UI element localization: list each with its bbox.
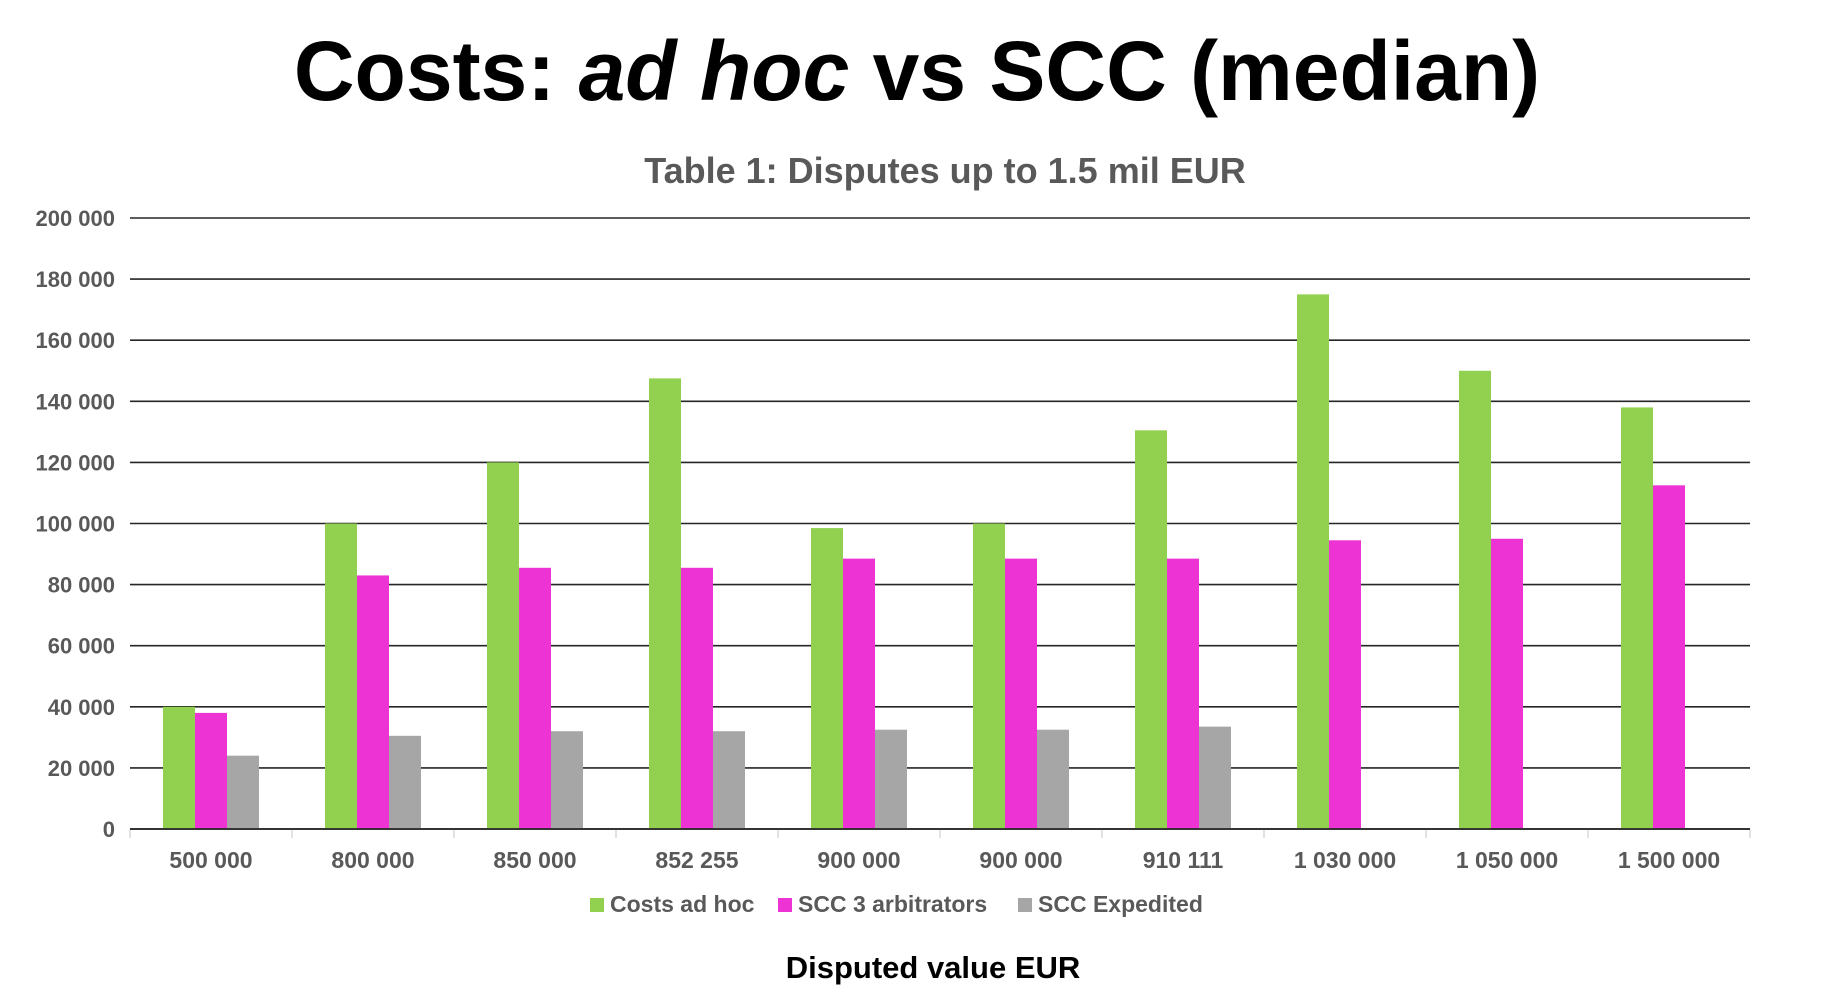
bar-scc-expedited [1199,726,1231,829]
y-tick-label: 100 000 [35,512,115,537]
y-tick-label: 120 000 [35,450,115,475]
x-tick-label: 500 000 [169,847,252,873]
chart-title: Table 1: Disputes up to 1.5 mil EUR [644,150,1245,191]
x-tick-label: 900 000 [817,847,900,873]
x-tick-label: 1 030 000 [1294,847,1396,873]
bar-scc-3-arbitrators [1653,485,1685,829]
bar-scc-expedited [1037,729,1069,829]
y-tick-label: 160 000 [35,328,115,353]
bar-scc-expedited [875,729,907,829]
bar-costs-ad-hoc [811,528,843,829]
y-tick-label: 20 000 [48,756,115,781]
legend-label: SCC Expedited [1038,891,1203,917]
bar-scc-3-arbitrators [1005,558,1037,829]
legend-swatch [590,898,604,912]
bar-scc-expedited [389,735,421,829]
bar-scc-3-arbitrators [1167,558,1199,829]
bar-costs-ad-hoc [1459,370,1491,829]
x-tick-label: 900 000 [979,847,1062,873]
bar-scc-expedited [227,755,259,829]
x-axis-title: Disputed value EUR [786,950,1081,985]
bars [163,294,1685,829]
legend-swatch [778,898,792,912]
bar-costs-ad-hoc [1621,407,1653,829]
bar-scc-3-arbitrators [681,567,713,829]
y-tick-label: 140 000 [35,389,115,414]
y-tick-label: 60 000 [48,634,115,659]
bar-costs-ad-hoc [163,706,195,829]
bar-scc-expedited [713,731,745,829]
bar-costs-ad-hoc [1297,294,1329,829]
legend-label: Costs ad hoc [610,891,755,917]
y-tick-label: 40 000 [48,695,115,720]
x-axis: 500 000 800 000 850 000 852 255 900 000 900 0… [129,828,1751,873]
y-tick-label: 80 000 [48,573,115,598]
bar-costs-ad-hoc [973,523,1005,829]
bar-scc-3-arbitrators [195,712,227,829]
x-tick-label: 800 000 [331,847,414,873]
bar-scc-3-arbitrators [519,567,551,829]
y-tick-label: 180 000 [35,267,115,292]
x-tick-label: 852 255 [655,847,738,873]
bar-scc-3-arbitrators [1329,540,1361,829]
page-title: Costs: ad hoc vs SCC (median) [294,24,1540,118]
y-axis-ticks: 0 20 000 40 000 60 000 80 000 100 000 120 000 1… [35,206,115,842]
legend: Costs ad hoc SCC 3 arbitrators SCC Expedit… [590,891,1203,917]
x-tick-label: 1 500 000 [1618,847,1720,873]
y-tick-label: 0 [103,817,115,842]
x-tick-label: 1 050 000 [1456,847,1558,873]
y-tick-label: 200 000 [35,206,115,231]
bar-scc-3-arbitrators [357,575,389,829]
legend-label: SCC 3 arbitrators [798,891,987,917]
x-tick-label: 910 111 [1143,847,1224,873]
x-tick-label: 850 000 [493,847,576,873]
bar-costs-ad-hoc [487,462,519,829]
bar-costs-ad-hoc [325,523,357,829]
bar-costs-ad-hoc [649,378,681,829]
bar-scc-3-arbitrators [1491,538,1523,829]
bar-scc-3-arbitrators [843,558,875,829]
bar-scc-expedited [551,731,583,829]
legend-swatch [1018,898,1032,912]
bar-costs-ad-hoc [1135,430,1167,829]
